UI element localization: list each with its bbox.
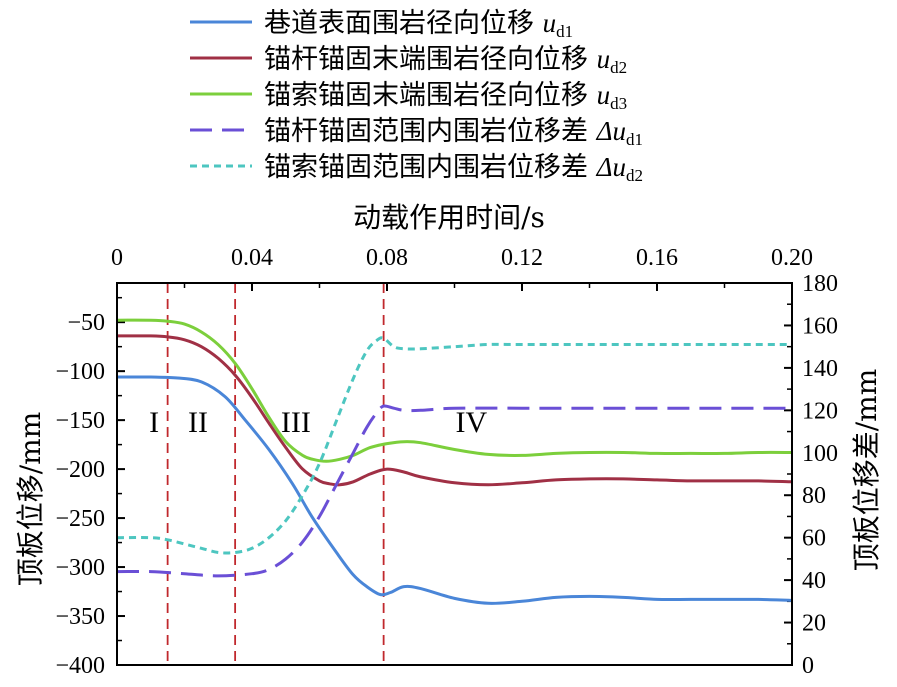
right-y-tick-label: 180 [802,271,838,297]
right-y-axis-label: 顶板位移差/mm [850,369,883,572]
series-line-d3-left [116,318,793,463]
left-y-tick-label: −250 [55,506,105,532]
plot-frame [116,282,793,666]
x-tick-label: 0.08 [366,245,408,271]
x-tick-label: 0.20 [771,245,813,271]
legend-subscript: d1 [556,22,573,41]
legend-name: 锚索锚固范围内围岩位移差 [264,152,597,183]
x-axis-label: 动载作用时间/s [353,201,545,234]
right-y-tick-label: 0 [802,653,814,679]
stage-label: III [281,406,311,439]
series-line-d2-left [116,334,793,487]
right-y-tick-label: 40 [802,568,826,594]
right-y-tick-label: 80 [802,483,826,509]
legend-subscript: d2 [610,58,627,77]
x-tick-label: 0 [111,245,123,271]
legend-label: 锚索锚固范围内围岩位移差 Δud2 [264,152,643,185]
x-tick-label: 0.16 [636,245,678,271]
right-y-tick-label: 160 [802,313,838,339]
left-y-tick-label: −300 [55,555,105,581]
legend-name: 锚杆锚固范围内围岩位移差 [264,116,597,147]
legend-symbol: u [597,44,611,74]
legend-symbol: Δu [596,116,626,146]
left-y-tick-label: −100 [55,359,105,385]
series-lines [116,318,793,605]
right-y-tick-label: 120 [802,398,838,424]
legend-name: 巷道表面围岩径向位移 [264,8,543,39]
stage-label: II [188,406,208,439]
right-y-tick-label: 20 [802,611,826,637]
right-y-tick-label: 60 [802,526,826,552]
left-y-axis-ticks: −50 −100 −150 −200 −250 −300 −350 −400 [55,296,125,679]
legend-name: 锚杆锚固末端围岩径向位移 [264,44,597,75]
series-line-d1-right [116,404,792,578]
legend-symbol: Δu [596,152,626,182]
left-y-tick-label: −200 [55,457,105,483]
legend-name: 锚索锚固末端围岩径向位移 [264,80,597,111]
legend-label: 巷道表面围岩径向位移 ud1 [264,8,573,41]
x-axis-ticks: 0 0.04 0.08 0.12 0.16 0.20 [111,245,813,291]
left-y-tick-label: −400 [55,653,105,679]
stage-label: IV [456,406,488,439]
legend-symbol: u [543,8,557,38]
x-tick-label: 0.04 [231,245,273,271]
legend-symbol: u [597,80,611,110]
legend-label: 锚杆锚固末端围岩径向位移 ud2 [264,44,627,77]
x-tick-label: 0.12 [501,245,543,271]
legend-subscript: d2 [626,166,643,185]
legend-label: 锚杆锚固范围内围岩位移差 Δud1 [264,116,643,149]
legend-subscript: d1 [626,130,643,149]
stage-dividers: I II III IV [149,283,488,665]
series-line-d1-left [116,375,793,605]
right-y-tick-label: 140 [802,356,838,382]
left-y-tick-label: −350 [55,604,105,630]
legend-label: 锚索锚固末端围岩径向位移 ud3 [264,80,627,113]
left-y-axis-label: 顶板位移/mm [14,412,47,587]
legend-subscript: d3 [610,94,627,113]
stage-label: I [149,406,159,439]
left-y-tick-label: −150 [55,408,105,434]
left-y-tick-label: −50 [67,310,105,336]
right-y-tick-label: 100 [802,441,838,467]
series-line-d2-right [116,336,792,555]
